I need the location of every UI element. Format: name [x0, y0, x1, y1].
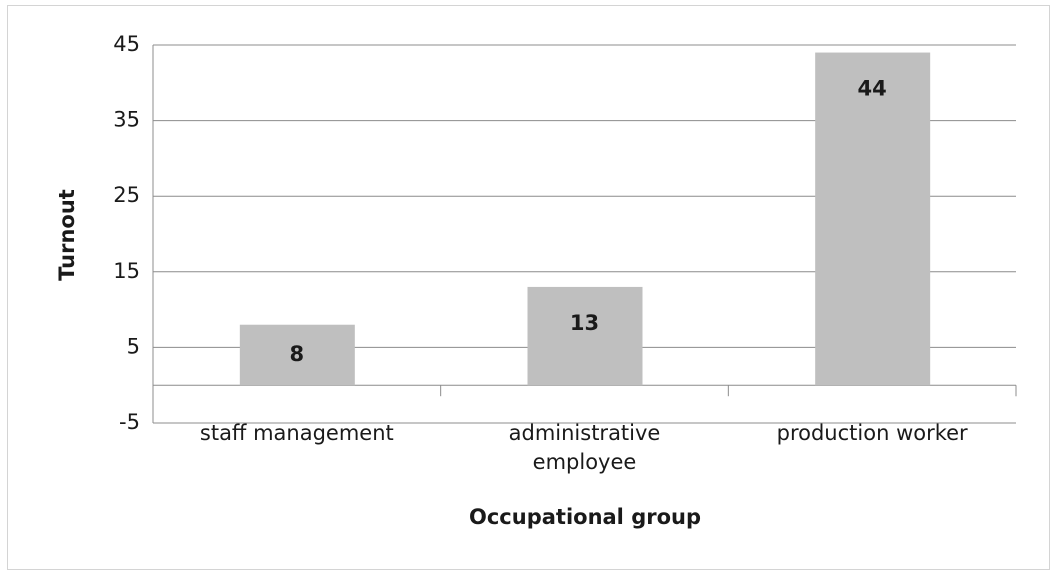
- chart-border: [7, 5, 1050, 570]
- data-label: 44: [858, 77, 887, 101]
- y-tick-label: 15: [113, 259, 140, 283]
- y-tick-label: 35: [113, 108, 140, 132]
- bar: [527, 286, 643, 386]
- y-axis-label: Turnout: [55, 189, 79, 281]
- data-label: 13: [570, 311, 599, 335]
- x-tick-label: production worker: [776, 421, 968, 445]
- bar: [815, 52, 931, 386]
- y-tick-label: 25: [113, 183, 140, 207]
- x-axis-label: Occupational group: [469, 505, 701, 529]
- y-tick-label: 45: [113, 32, 140, 56]
- x-tick-label: administrative employee: [508, 421, 661, 474]
- bar: [239, 324, 355, 386]
- data-label: 8: [290, 342, 305, 366]
- x-tick-label: staff management: [199, 421, 394, 445]
- y-tick-label: -5: [119, 410, 140, 434]
- y-tick-label: 5: [127, 334, 140, 358]
